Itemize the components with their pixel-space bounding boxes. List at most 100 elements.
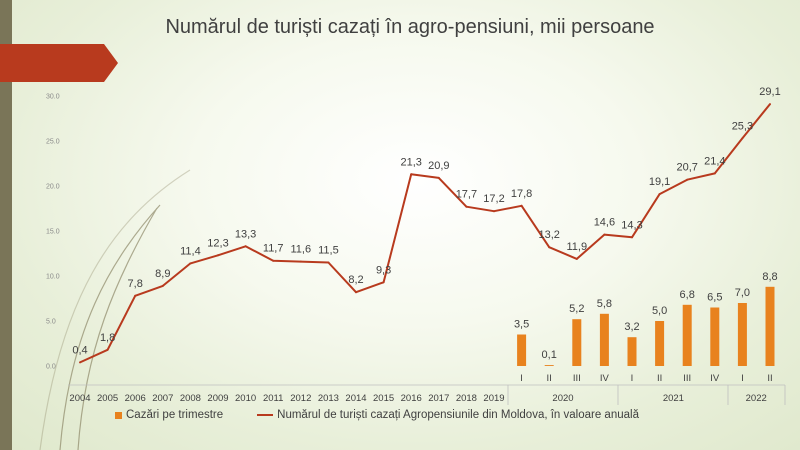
x-tick-label-year: 2007 [152, 393, 173, 404]
x-tick-label-year: 2014 [345, 393, 366, 404]
line-point [437, 176, 440, 179]
line-point [603, 233, 606, 236]
bar [627, 337, 637, 366]
x-tick-label-quarter: III [683, 373, 691, 384]
line-data-label: 20,7 [676, 162, 697, 174]
x-tick-label-year: 2019 [483, 393, 504, 404]
x-tick-label-quarter: I [520, 373, 523, 384]
bar [710, 307, 720, 366]
line-data-label: 11,7 [263, 243, 284, 255]
line-data-label: 29,1 [759, 86, 780, 98]
legend-label-bars: Cazări pe trimestre [126, 409, 224, 421]
line-data-label: 17,2 [483, 193, 504, 205]
bar [517, 334, 527, 366]
chart-legend: Cazări pe trimestre Numărul de turiști c… [115, 409, 673, 421]
bar-data-label: 7,0 [735, 287, 750, 299]
line-data-label: 9,3 [376, 264, 391, 276]
line-point [741, 137, 744, 140]
legend-swatch-bars [115, 411, 122, 419]
bar-data-label: 0,1 [542, 349, 557, 361]
line-point [465, 205, 468, 208]
x-tick-label-year: 2016 [401, 393, 422, 404]
bar-data-label: 3,5 [514, 319, 529, 331]
x-tick-label-year: 2004 [69, 393, 90, 404]
bar [572, 319, 582, 366]
decorative-title-arrow [0, 44, 118, 82]
decorative-left-strip [0, 0, 12, 450]
line-point [713, 172, 716, 175]
x-tick-label-year: 2012 [290, 393, 311, 404]
line-data-label: 21,4 [704, 155, 725, 167]
line-point [575, 257, 578, 260]
x-tick-label-quarter: I [741, 373, 744, 384]
line-data-label: 11,4 [180, 245, 201, 257]
line-data-label: 0,4 [72, 344, 87, 356]
y-tick-label: 25.0 [46, 139, 60, 146]
line-point [189, 262, 192, 265]
bar-data-label: 5,2 [569, 303, 584, 315]
line-data-label: 11,6 [291, 244, 312, 256]
line-data-label: 17,7 [456, 189, 477, 201]
line-data-label: 14,6 [594, 217, 615, 229]
x-tick-label-year: 2011 [263, 393, 283, 404]
line-point [272, 259, 275, 262]
line-data-label: 25,3 [732, 120, 753, 132]
y-tick-label: 15.0 [46, 229, 60, 236]
x-group-label: 2021 [663, 393, 684, 404]
legend-item-bars: Cazări pe trimestre [115, 409, 223, 421]
bar [544, 365, 554, 366]
line-point [769, 103, 771, 106]
series-line [79, 103, 771, 364]
line-data-label: 14,3 [621, 219, 642, 231]
line-data-label: 7,8 [128, 278, 143, 290]
bar-data-label: 8,8 [762, 271, 777, 283]
line-point [134, 294, 137, 297]
x-tick-label-quarter: III [573, 373, 581, 384]
x-tick-label-year: 2009 [207, 393, 228, 404]
bar-data-label: 5,8 [597, 298, 612, 310]
line-point [631, 236, 633, 239]
line-point [520, 204, 523, 207]
line-point [79, 361, 81, 364]
x-tick-label-year: 2017 [428, 393, 449, 404]
legend-swatch-line [257, 414, 274, 416]
y-tick-label: 30.0 [46, 94, 60, 101]
bar-data-label: 5,0 [652, 305, 667, 317]
bar [765, 286, 775, 366]
line-point [686, 178, 689, 181]
line-data-label: 17,8 [511, 188, 532, 200]
decorative-curves [39, 169, 191, 450]
x-tick-label-quarter: II [657, 373, 662, 384]
x-tick-label-year: 2018 [456, 393, 477, 404]
chart-title: Numărul de turiști cazați în agro-pensiu… [165, 16, 655, 38]
y-tick-label: 0.0 [46, 364, 56, 371]
x-tick-label-year: 2005 [97, 393, 118, 404]
bar-data-label: 6,8 [680, 289, 695, 301]
line-point [327, 261, 330, 264]
y-tick-label: 10.0 [46, 274, 60, 281]
bar [599, 313, 609, 366]
bar-data-label: 6,5 [707, 292, 722, 304]
line-data-label: 12,3 [207, 237, 228, 249]
bar-data-label: 3,2 [624, 321, 639, 333]
bar [655, 321, 665, 366]
line-data-label: 11,5 [318, 245, 339, 257]
x-tick-label-year: 2008 [180, 393, 201, 404]
x-tick-label-quarter: I [631, 373, 634, 384]
line-data-label: 8,9 [155, 268, 170, 280]
x-tick-label-year: 2010 [235, 393, 256, 404]
line-point [106, 348, 109, 351]
x-group-label: 2020 [552, 393, 573, 404]
legend-label-line: Numărul de turiști cazați Agropensiunile… [277, 409, 639, 421]
legend-item-line: Numărul de turiști cazați Agropensiunile… [257, 409, 639, 421]
line-data-label: 19,1 [649, 176, 670, 188]
line-data-label: 20,9 [428, 160, 449, 172]
bar [737, 303, 747, 366]
line-point [493, 210, 495, 213]
x-tick-label-year: 2006 [125, 393, 146, 404]
line-data-label: 8,2 [348, 274, 363, 286]
line-data-label: 1,8 [100, 332, 115, 344]
x-tick-label-quarter: II [767, 373, 772, 384]
line-point [217, 254, 219, 257]
line-point [382, 281, 385, 284]
